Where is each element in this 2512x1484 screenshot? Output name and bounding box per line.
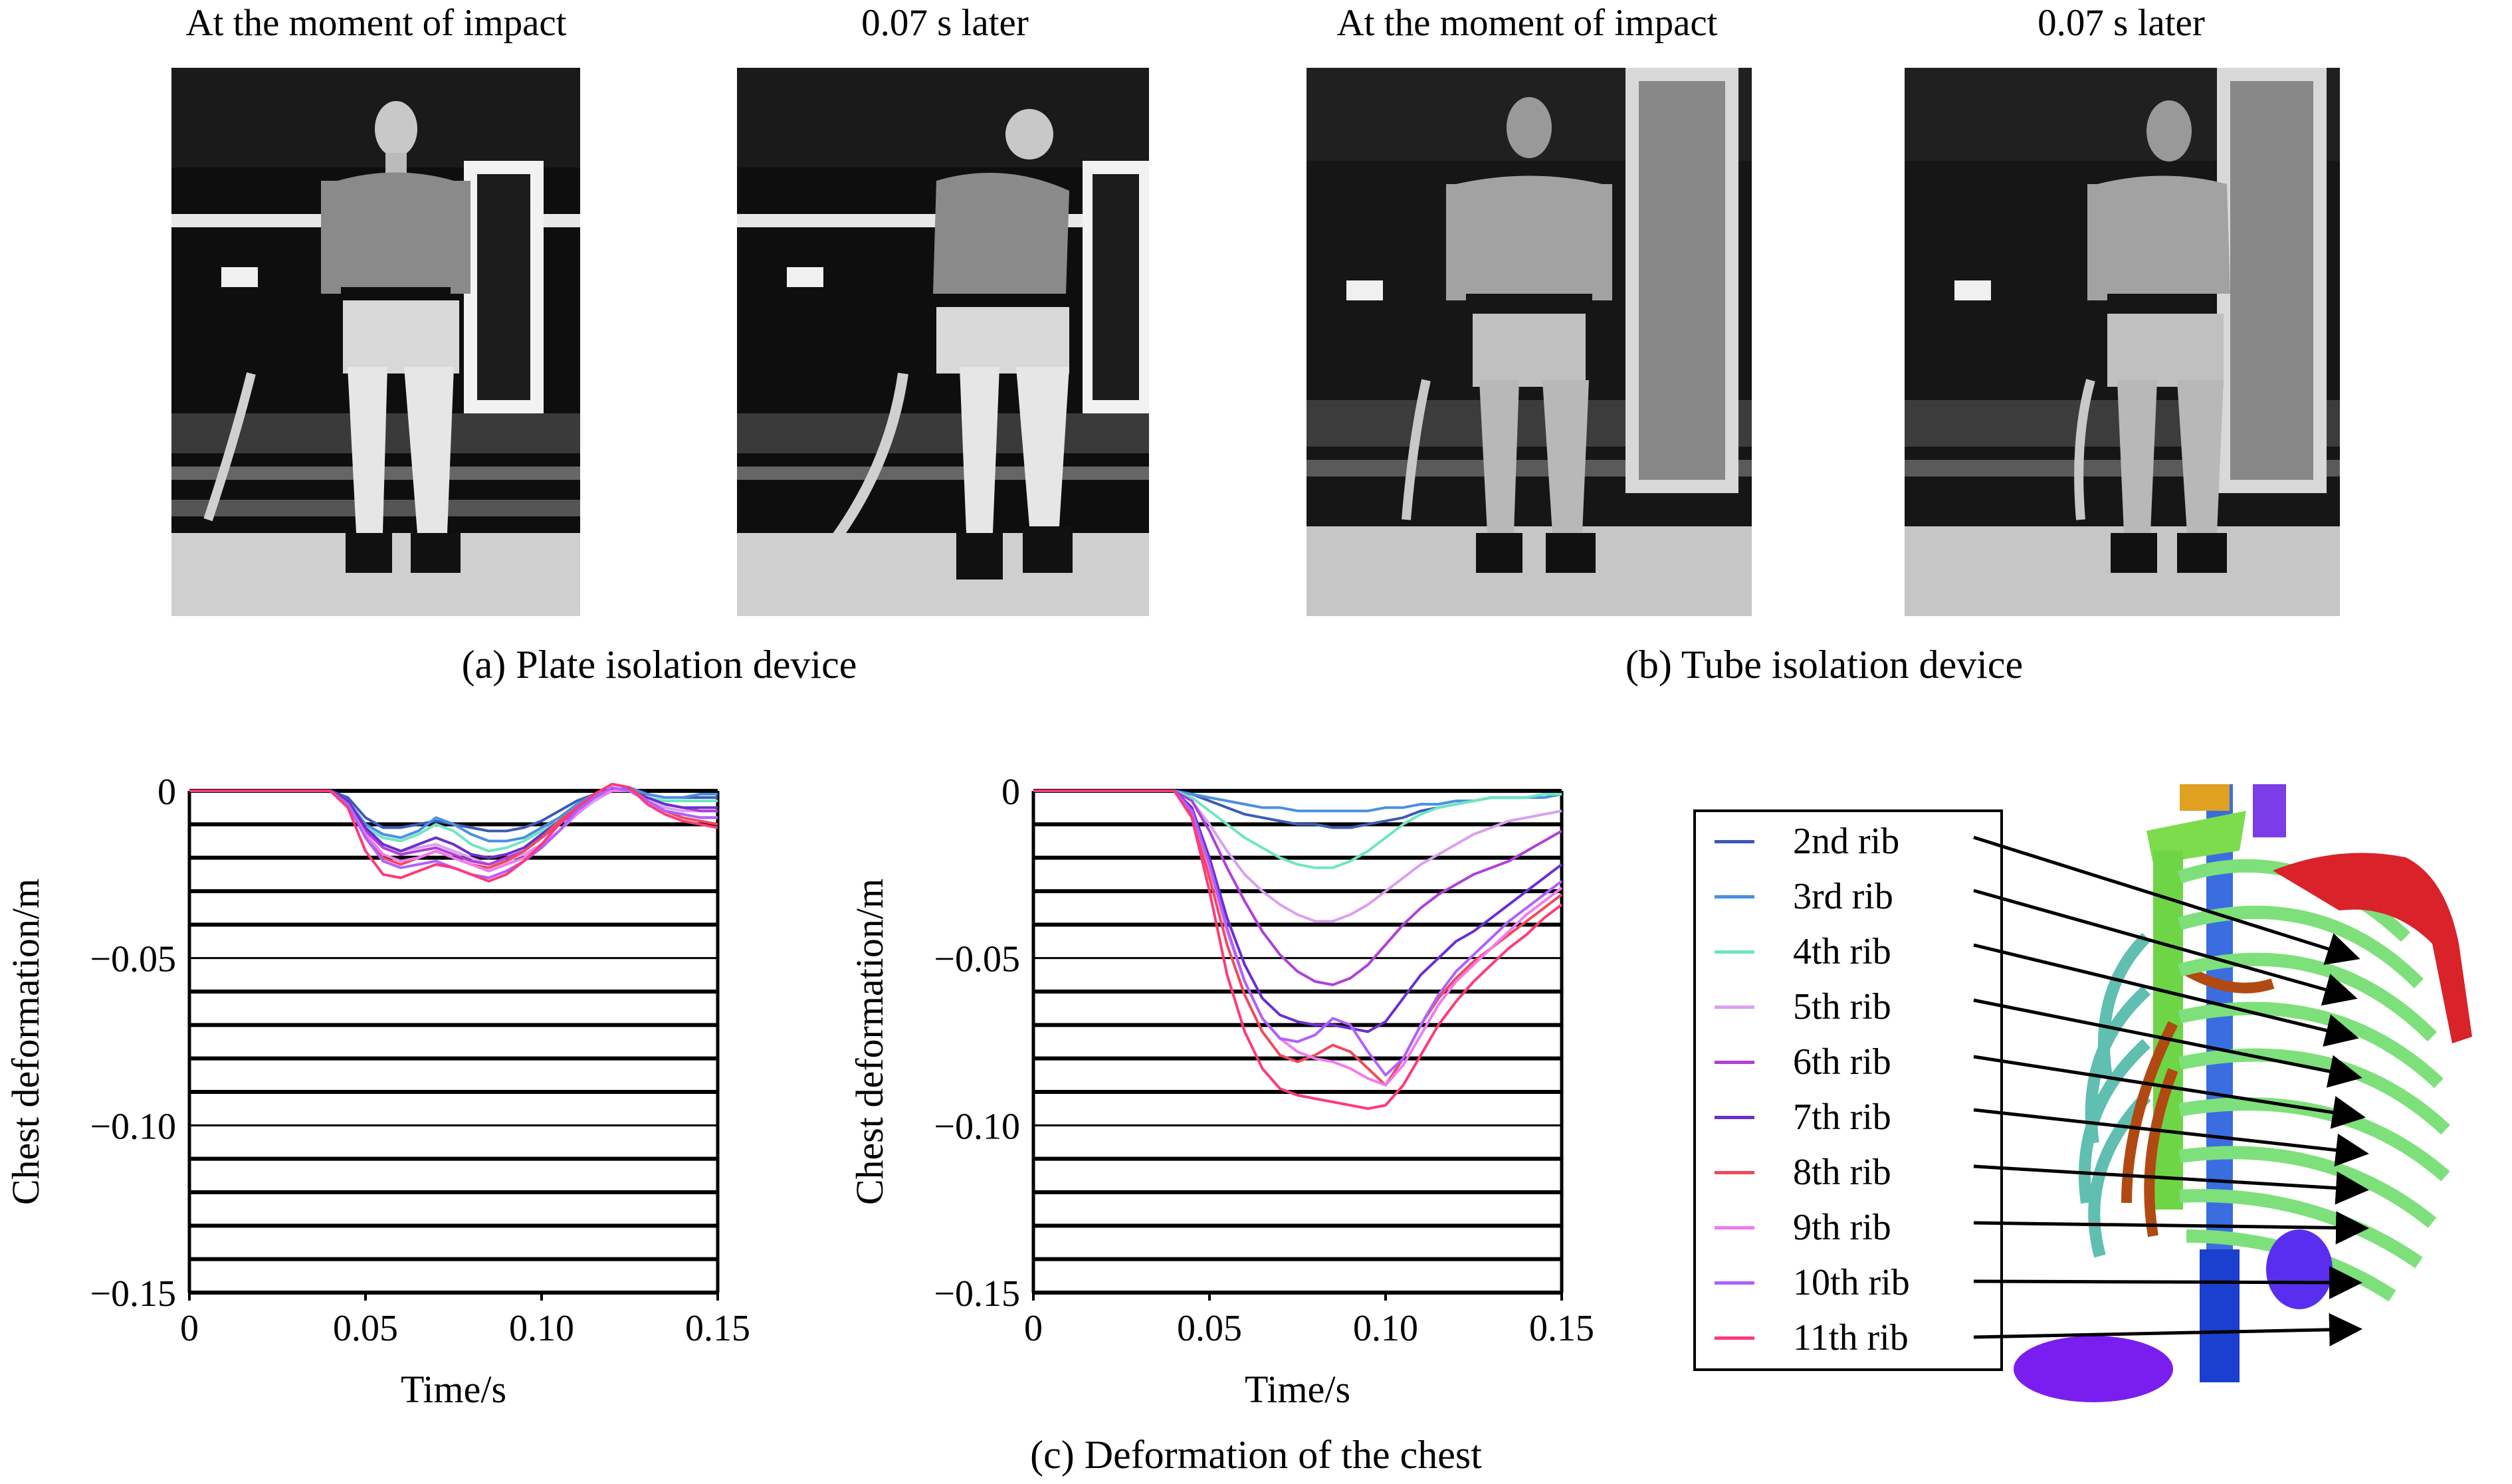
- y-tick-label: −0.05: [934, 939, 1020, 980]
- y-axis-label: Chest deformation/m: [4, 879, 47, 1205]
- x-tick-label: 0: [180, 1308, 199, 1349]
- y-tick-label: −0.10: [90, 1106, 176, 1147]
- arrow-2nd-rib: [1973, 835, 2360, 965]
- x-tick-label: 0.15: [1529, 1308, 1594, 1349]
- series-line-7th-rib: [1033, 790, 1563, 1033]
- rib-legend: 2nd rib 3rd rib 4th rib 5th rib 6th rib …: [1693, 809, 2003, 1371]
- legend-item-11th-rib: 11th rib: [1696, 1318, 2000, 1358]
- series-line-3rd-rib: [189, 786, 718, 843]
- x-axis-label: Time/s: [401, 1368, 506, 1411]
- caption-b: (b) Tube isolation device: [1625, 643, 2024, 687]
- legend-item-8th-rib: 8th rib: [1696, 1152, 2000, 1192]
- legend-label: 5th rib: [1793, 986, 1891, 1027]
- rib-cage-model: [2014, 784, 2472, 1402]
- legend-item-2nd-rib: 2nd rib: [1696, 821, 2000, 861]
- arrow-4th-rib: [1973, 943, 2359, 1047]
- legend-label: 8th rib: [1793, 1152, 1891, 1193]
- chart-plate-deformation: 0−0.05−0.10−0.150 0.05 0.10 0.15Time/sChest…: [4, 772, 750, 1411]
- legend-item-3rd-rib: 3rd rib: [1696, 877, 2000, 916]
- legend-swatch: [1715, 1171, 1754, 1174]
- series-line-7th-rib: [189, 790, 718, 859]
- caption-a: (a) Plate isolation device: [461, 643, 857, 687]
- legend-label: 6th rib: [1793, 1041, 1891, 1083]
- legend-item-9th-rib: 9th rib: [1696, 1208, 2000, 1247]
- legend-item-5th-rib: 5th rib: [1696, 987, 2000, 1027]
- y-tick-label: 0: [1001, 772, 1020, 813]
- y-tick-label: 0: [157, 772, 176, 813]
- x-tick-label: 0.15: [685, 1308, 750, 1349]
- arrow-6th-rib: [1973, 1055, 2366, 1129]
- legend-swatch: [1715, 840, 1754, 843]
- y-tick-label: −0.10: [934, 1106, 1020, 1147]
- y-tick-label: −0.15: [90, 1273, 176, 1315]
- x-tick-label: 0: [1024, 1308, 1043, 1349]
- legend-label: 4th rib: [1793, 931, 1891, 972]
- caption-c: (c) Deformation of the chest: [1030, 1433, 1482, 1477]
- arrow-3rd-rib: [1973, 889, 2358, 1006]
- legend-label: 3rd rib: [1793, 876, 1893, 917]
- arrow-11th-rib: [1973, 1313, 2362, 1346]
- legend-label: 2nd rib: [1793, 821, 1900, 862]
- arrow-8th-rib: [1973, 1164, 2369, 1205]
- plot-area: [189, 791, 718, 1293]
- arrow-7th-rib: [1973, 1108, 2369, 1167]
- rib-pointer-arrows: [1973, 835, 2369, 1346]
- series-line-11th-rib: [1033, 790, 1563, 1111]
- series-line-11th-rib: [189, 782, 718, 883]
- arrow-10th-rib: [1973, 1265, 2362, 1299]
- photo-title-a2: 0.07 s later: [861, 2, 1029, 44]
- legend-label: 7th rib: [1793, 1097, 1891, 1138]
- legend-label: 9th rib: [1793, 1207, 1891, 1248]
- photo-title-b2: 0.07 s later: [2038, 2, 2205, 44]
- legend-item-4th-rib: 4th rib: [1696, 932, 2000, 972]
- crash-photo-tube-impact: [1307, 68, 1752, 616]
- x-tick-label: 0.10: [1353, 1308, 1418, 1349]
- legend-swatch: [1715, 1281, 1754, 1285]
- legend-swatch: [1715, 895, 1754, 899]
- photo-title-b1: At the moment of impact: [1336, 2, 1718, 44]
- legend-swatch: [1715, 1006, 1754, 1009]
- legend-swatch: [1715, 1116, 1754, 1119]
- crash-photo-plate-later: [737, 68, 1149, 616]
- legend-item-7th-rib: 7th rib: [1696, 1097, 2000, 1137]
- legend-label: 10th rib: [1793, 1262, 1910, 1303]
- x-axis-label: Time/s: [1245, 1368, 1350, 1411]
- series-line-6th-rib: [1033, 790, 1562, 986]
- legend-item-10th-rib: 10th rib: [1696, 1263, 2000, 1303]
- chart-tube-deformation: 0−0.05−0.10−0.150 0.05 0.10 0.15Time/sChest…: [848, 772, 1594, 1411]
- arrow-5th-rib: [1973, 998, 2362, 1088]
- x-tick-label: 0.05: [333, 1308, 398, 1349]
- y-tick-label: −0.15: [934, 1273, 1020, 1315]
- crash-photo-plate-impact: [171, 68, 580, 616]
- legend-swatch: [1715, 1226, 1754, 1229]
- legend-item-6th-rib: 6th rib: [1696, 1042, 2000, 1082]
- x-tick-label: 0.10: [509, 1308, 574, 1349]
- series-line-10th-rib: [1033, 790, 1563, 1077]
- series-line-5th-rib: [1033, 790, 1562, 923]
- crash-photo-tube-later: [1905, 68, 2340, 616]
- legend-swatch: [1715, 1061, 1754, 1064]
- arrow-9th-rib: [1973, 1211, 2369, 1245]
- legend-swatch: [1715, 950, 1754, 954]
- photo-title-a1: At the moment of impact: [185, 2, 567, 44]
- y-tick-label: −0.05: [90, 939, 176, 980]
- x-tick-label: 0.05: [1177, 1308, 1242, 1349]
- legend-swatch: [1715, 1336, 1754, 1340]
- legend-label: 11th rib: [1793, 1317, 1909, 1358]
- series-line-4th-rib: [1033, 790, 1562, 869]
- y-axis-label: Chest deformation/m: [848, 879, 891, 1205]
